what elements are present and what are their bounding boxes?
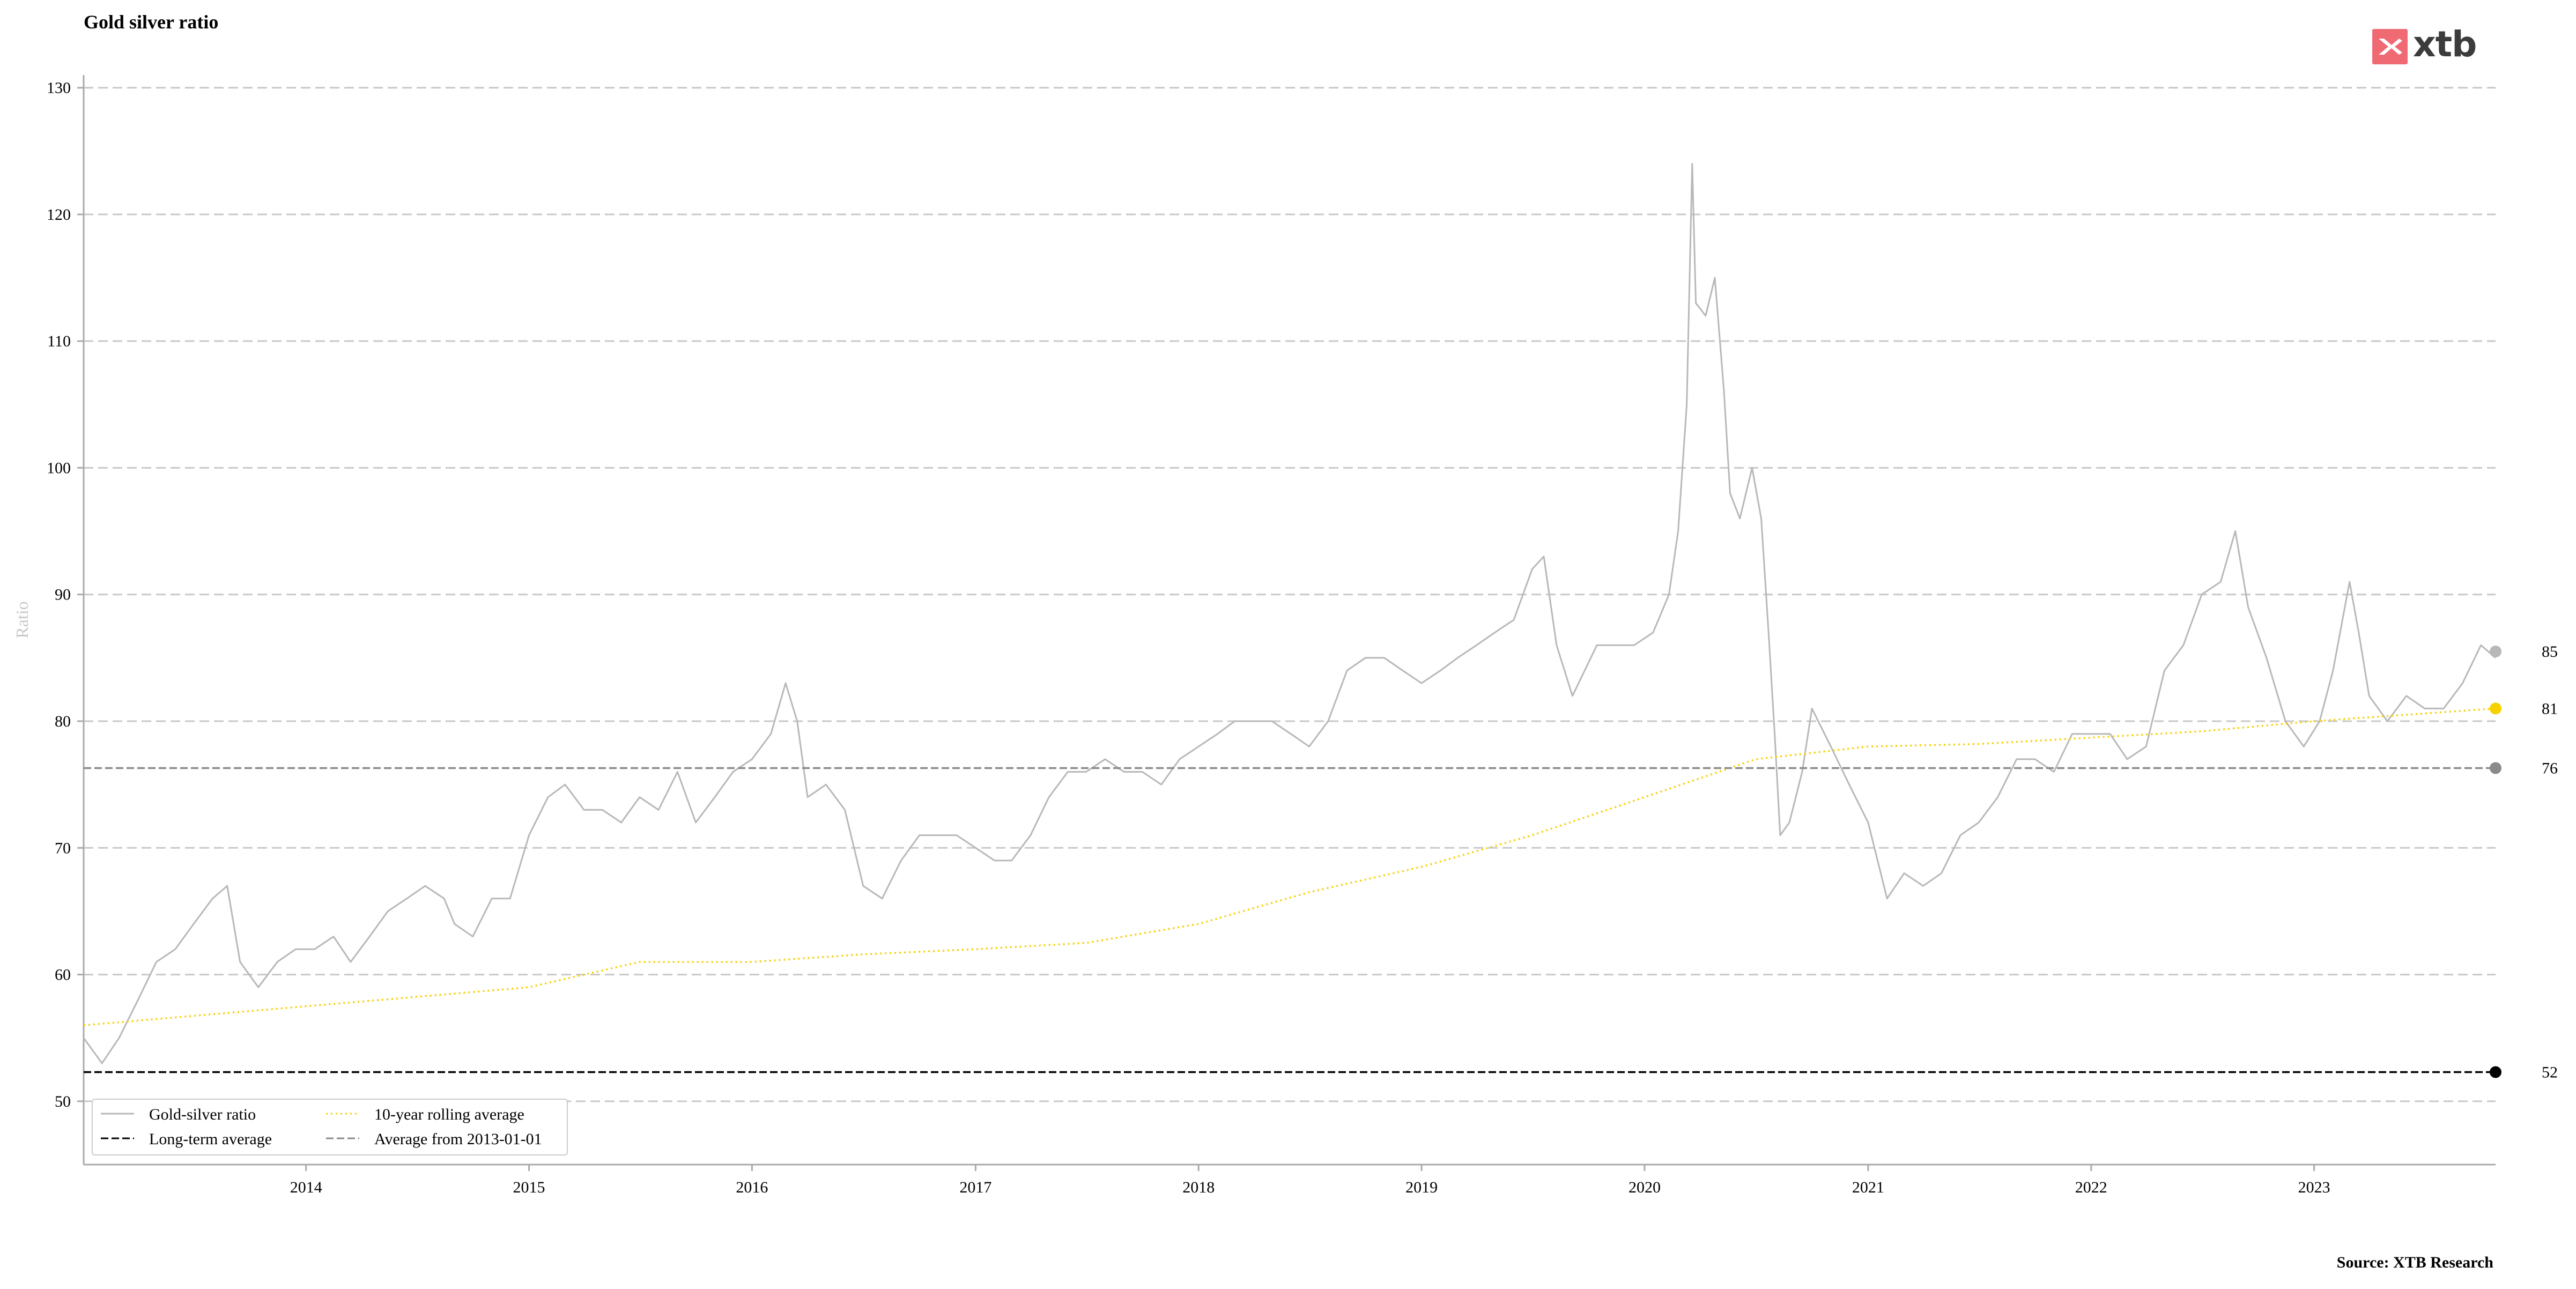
y-tick-label-60: 60 [55,966,71,984]
y-tick-label-50: 50 [55,1093,71,1110]
source-note: Source: XTB Research [2336,1254,2493,1271]
x-tick-label-2016: 2016 [736,1179,768,1196]
series-line-gold-silver-ratio [83,162,2496,1064]
end-marker-10-year-rolling-average [2490,702,2501,715]
legend-label-long-term: Long-term average [149,1130,272,1148]
series [83,162,2496,1073]
x-tick-label-2020: 2020 [1628,1179,1661,1196]
y-axis-label: Ratio [12,601,32,638]
y-tick-label-70: 70 [55,839,71,857]
x-tick-labels: 2014 2015 2016 2017 2018 2019 2020 2021 2022 2023 [290,1165,2330,1196]
end-marker-gold-silver-ratio [2490,646,2501,658]
chart-title: Gold silver ratio [84,11,219,33]
y-tick-label-110: 110 [47,332,71,350]
x-tick-label-2017: 2017 [959,1179,991,1196]
y-tick-label-130: 130 [47,79,71,97]
series-line-10-year-rolling-average [83,707,2496,1026]
x-tick-label-2015: 2015 [513,1179,545,1196]
end-label-10-year-rolling-average: 81 [2542,700,2558,717]
xtb-logo-icon [2372,29,2408,64]
legend-label-rolling: 10-year rolling average [374,1106,524,1123]
legend: Gold-silver ratio Long-term average 10-y… [92,1099,568,1155]
x-tick-label-2022: 2022 [2075,1179,2107,1196]
end-label-long-term-average: 52 [2542,1064,2558,1081]
x-tick-label-2021: 2021 [1852,1179,1884,1196]
legend-label-ratio: Gold-silver ratio [149,1106,256,1123]
xtb-logo: xtb [2372,24,2477,66]
x-tick-label-2014: 2014 [290,1179,322,1196]
x-tick-label-2018: 2018 [1182,1179,1215,1196]
legend-label-avg-2013: Average from 2013-01-01 [374,1130,542,1148]
y-tick-labels: 50 60 70 80 90 100 110 120 130 [47,79,84,1110]
y-tick-label-90: 90 [55,586,71,604]
end-markers: 85 81 76 52 [2490,643,2558,1081]
axes [83,75,2496,1166]
xtb-logo-text: xtb [2413,24,2477,65]
y-tick-label-80: 80 [55,713,71,730]
grid-lines [84,87,2496,1102]
end-marker-average-from-2013-01-01 [2490,762,2501,774]
end-label-average-from-2013-01-01: 76 [2542,759,2558,777]
x-tick-label-2019: 2019 [1405,1179,1438,1196]
y-tick-label-120: 120 [47,206,71,224]
legend-box [92,1099,568,1155]
end-label-gold-silver-ratio: 85 [2542,643,2558,661]
x-tick-label-2023: 2023 [2298,1179,2330,1196]
end-marker-long-term-average [2490,1066,2501,1078]
y-tick-label-100: 100 [47,459,71,477]
